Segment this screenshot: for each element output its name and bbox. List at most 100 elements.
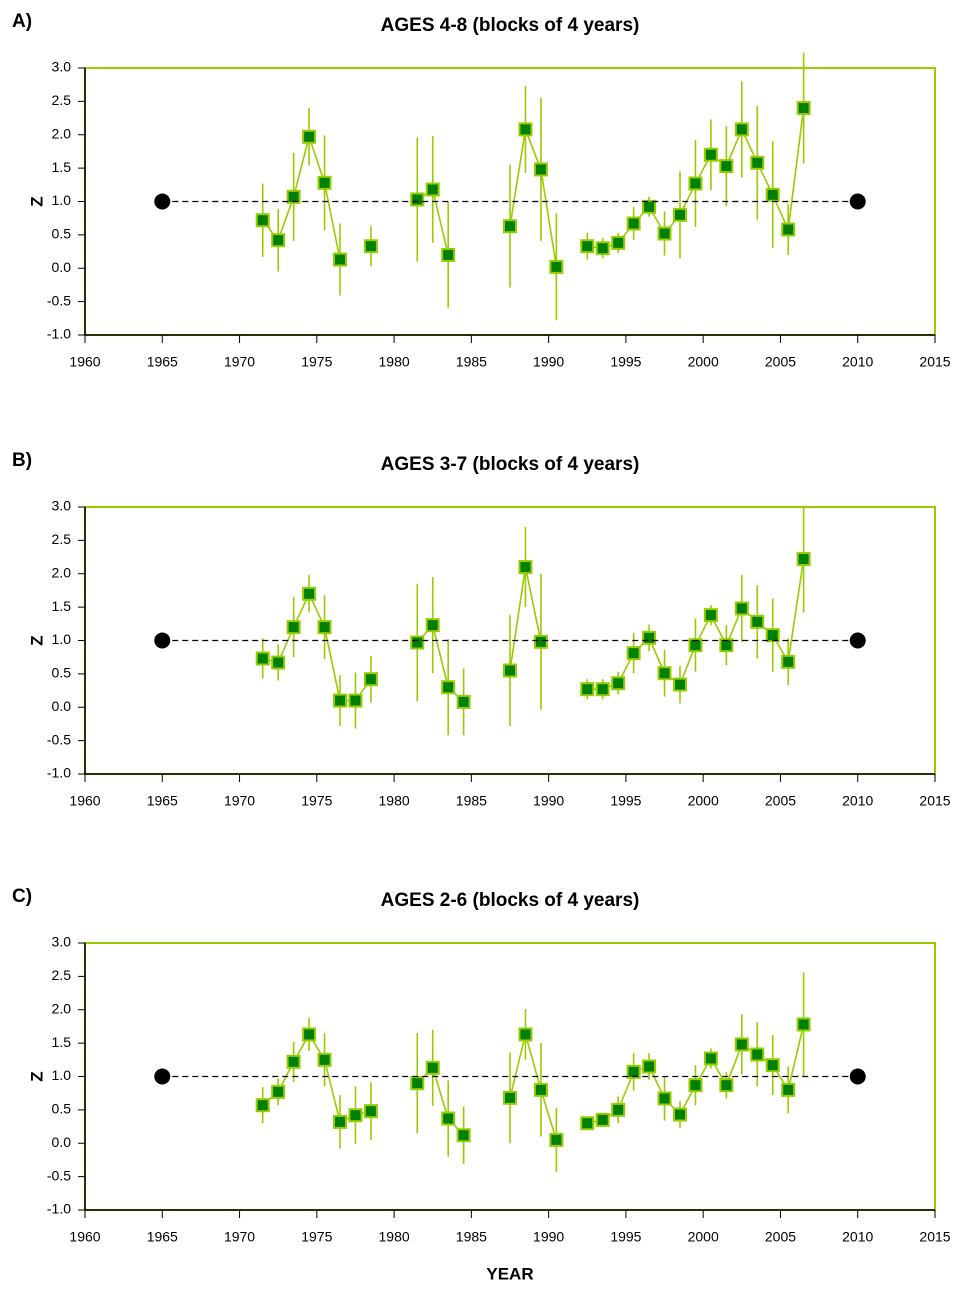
y-tick-label: -1.0 [47, 765, 71, 781]
marker [271, 233, 286, 248]
marker [549, 1132, 564, 1147]
marker [456, 694, 471, 709]
marker [673, 207, 687, 222]
x-tick-label: 2015 [919, 793, 950, 809]
x-tick-label: 1980 [379, 1229, 410, 1245]
x-tick-label: 1965 [147, 1229, 178, 1245]
marker [302, 586, 317, 601]
marker [781, 222, 796, 237]
marker [688, 1078, 703, 1093]
marker [580, 682, 595, 697]
marker [719, 638, 734, 653]
x-tick-label: 1980 [379, 354, 410, 370]
y-tick-label: 1.0 [52, 192, 72, 208]
marker [503, 1090, 517, 1105]
y-tick-label: 3.0 [52, 59, 72, 75]
x-axis-label: YEAR [486, 1264, 533, 1283]
marker [154, 1068, 171, 1085]
marker [317, 175, 332, 190]
marker [849, 632, 866, 649]
marker [657, 666, 672, 681]
x-tick-label: 1965 [147, 793, 178, 809]
marker [796, 552, 811, 567]
x-tick-label: 2005 [765, 354, 796, 370]
x-tick-label: 1985 [456, 354, 487, 370]
marker [611, 676, 626, 691]
marker [642, 1059, 657, 1074]
marker [441, 247, 456, 262]
x-tick-label: 1965 [147, 354, 178, 370]
marker [626, 646, 641, 661]
marker [719, 1078, 734, 1093]
x-tick-label: 1985 [456, 793, 487, 809]
marker [533, 162, 548, 177]
marker [734, 122, 749, 137]
y-tick-label: 3.0 [52, 934, 72, 950]
marker [673, 1107, 687, 1122]
marker [286, 1054, 301, 1069]
marker [286, 189, 301, 204]
marker [657, 226, 672, 241]
marker [456, 1128, 471, 1143]
y-tick-label: 0.5 [52, 226, 72, 242]
x-tick-label: 1995 [610, 793, 641, 809]
marker [626, 1064, 641, 1079]
y-tick-label: 0.0 [52, 259, 72, 275]
marker [533, 1082, 548, 1097]
y-tick-label: -0.5 [47, 731, 71, 747]
marker [154, 193, 171, 210]
marker [688, 176, 703, 191]
marker [642, 199, 657, 214]
y-tick-label: -0.5 [47, 292, 71, 308]
x-tick-label: 1975 [301, 1229, 332, 1245]
x-tick-label: 1980 [379, 793, 410, 809]
y-tick-label: 1.0 [52, 631, 72, 647]
y-tick-label: 2.0 [52, 1000, 72, 1016]
x-tick-label: 1975 [301, 354, 332, 370]
marker [255, 1098, 270, 1113]
marker [781, 1082, 796, 1097]
marker [518, 560, 533, 575]
y-tick-label: 0.0 [52, 698, 72, 714]
marker [302, 129, 317, 144]
marker [348, 693, 363, 708]
y-tick-label: 1.5 [52, 1034, 72, 1050]
x-tick-label: 1975 [301, 793, 332, 809]
y-tick-label: 2.5 [52, 92, 72, 108]
x-tick-label: 1990 [533, 793, 564, 809]
x-tick-label: 1970 [224, 1229, 255, 1245]
series-line [262, 1024, 805, 1141]
marker [425, 618, 440, 633]
marker [363, 672, 378, 687]
y-axis-label: Z [27, 196, 46, 206]
marker [703, 608, 718, 623]
marker [271, 1084, 286, 1099]
marker [703, 147, 718, 162]
x-tick-label: 1985 [456, 1229, 487, 1245]
marker [734, 1037, 749, 1052]
marker [255, 213, 270, 228]
marker [333, 1114, 347, 1129]
marker [765, 628, 780, 643]
marker [595, 682, 610, 697]
y-tick-label: 1.0 [52, 1067, 72, 1083]
y-tick-label: 0.5 [52, 665, 72, 681]
y-tick-label: 2.0 [52, 125, 72, 141]
marker [849, 193, 866, 210]
marker [688, 638, 703, 653]
marker [410, 635, 425, 650]
x-tick-label: 1990 [533, 1229, 564, 1245]
x-tick-label: 1960 [69, 354, 100, 370]
y-axis-label: Z [27, 635, 46, 645]
marker [333, 693, 347, 708]
marker [580, 1116, 595, 1131]
marker [410, 1076, 425, 1091]
marker [533, 634, 548, 649]
marker [518, 122, 533, 137]
chart-title: AGES 4-8 (blocks of 4 years) [381, 15, 640, 36]
y-tick-label: 2.0 [52, 564, 72, 580]
marker [154, 632, 171, 649]
y-tick-label: -0.5 [47, 1167, 71, 1183]
x-tick-label: 2010 [842, 354, 873, 370]
x-tick-label: 2015 [919, 1229, 950, 1245]
